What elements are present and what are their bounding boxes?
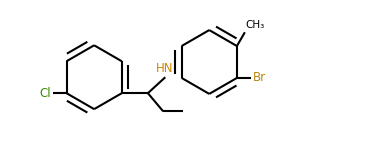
Text: Br: Br bbox=[253, 71, 266, 84]
Text: HN: HN bbox=[156, 62, 173, 75]
Text: CH₃: CH₃ bbox=[246, 20, 265, 30]
Text: Cl: Cl bbox=[39, 87, 51, 100]
